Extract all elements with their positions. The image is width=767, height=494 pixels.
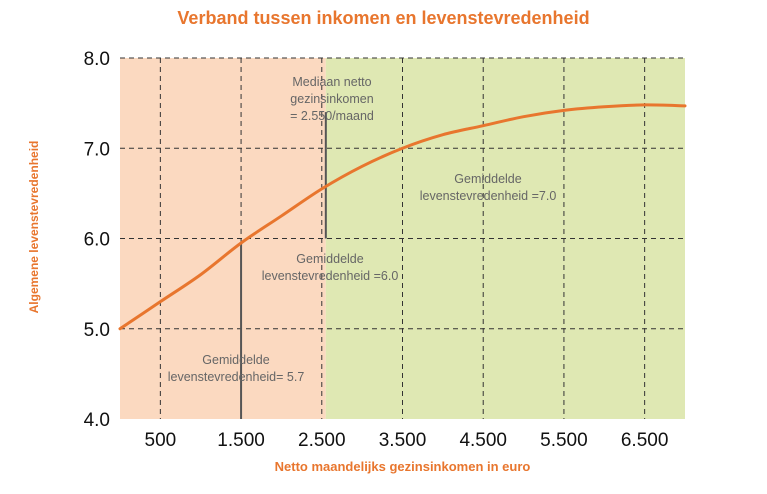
annotation-avg-70: Gemiddelde levenstevredenheid =7.0: [398, 171, 578, 205]
annotation-median-line-2: gezinsinkomen: [290, 92, 374, 106]
annotation-avg-70-line-1: Gemiddelde: [454, 172, 522, 186]
x-tick-label-2: 2.500: [298, 430, 346, 451]
annotation-avg-60-line-1: Gemiddelde: [296, 252, 364, 266]
series-line-0: [118, 103, 687, 331]
annotation-avg-60-line-2: levenstevredenheid =6.0: [261, 269, 399, 283]
y-tick-label-1: 5.0: [84, 320, 110, 341]
chart-title: Verband tussen inkomen en levenstevreden…: [177, 8, 590, 28]
x-tick-label-1: 1.500: [217, 430, 265, 451]
annotation-avg-57-line-1: Gemiddelde: [202, 353, 270, 367]
y-axis-label: Algemene levenstevredenheid: [27, 140, 41, 314]
x-tick-label-3: 3.500: [379, 430, 427, 451]
y-tick-labels: 4.0 5.0 6.0 7.0 8.0: [84, 49, 110, 431]
annotation-median-line-3: = 2.550/maand: [290, 109, 374, 123]
marker-lines: [240, 112, 327, 419]
annotation-avg-57-line-2: levenstevredenheid= 5.7: [167, 370, 305, 384]
annotation-avg-70-line-2: levenstevredenheid =7.0: [419, 189, 557, 203]
series-layer: [118, 103, 687, 331]
x-tick-label-5: 5.500: [540, 430, 588, 451]
x-tick-label-0: 500: [145, 430, 177, 451]
annotation-avg-60: Gemiddelde levenstevredenheid =6.0: [240, 251, 420, 285]
x-tick-label-6: 6.500: [621, 430, 669, 451]
y-tick-label-0: 4.0: [84, 410, 110, 431]
annotation-avg-57: Gemiddelde levenstevredenheid= 5.7: [146, 352, 326, 386]
annotation-median: Mediaan netto gezinsinkomen = 2.550/maan…: [262, 74, 402, 125]
x-tick-label-4: 4.500: [459, 430, 507, 451]
x-axis-label: Netto maandelijks gezinsinkomen in euro: [274, 459, 531, 474]
y-tick-label-2: 6.0: [84, 230, 110, 251]
y-tick-label-4: 8.0: [84, 49, 110, 70]
annotation-median-line-1: Mediaan netto: [292, 75, 372, 89]
y-tick-label-3: 7.0: [84, 139, 110, 160]
x-tick-labels: 500 1.500 2.500 3.500 4.500 5.500 6.500: [145, 430, 669, 451]
